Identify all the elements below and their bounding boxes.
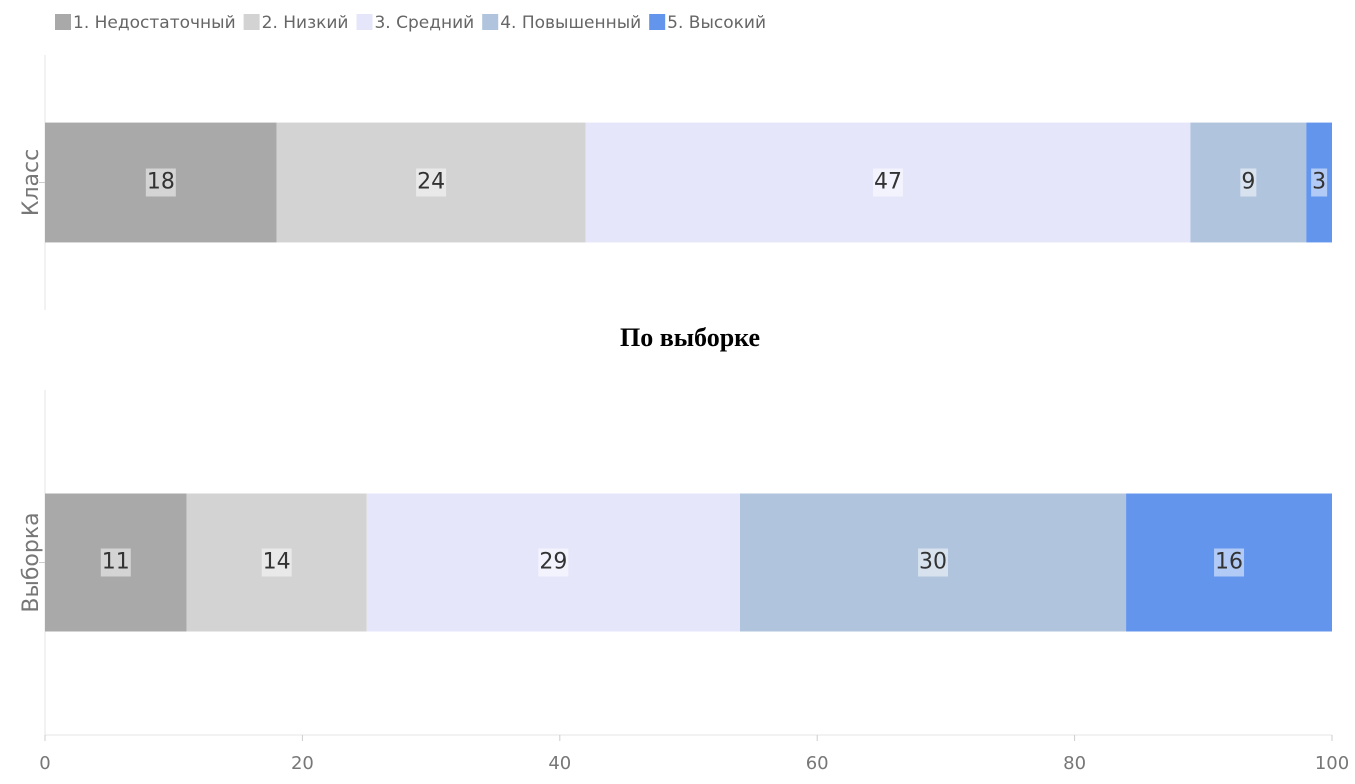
data-label: 47 [874, 170, 902, 195]
legend-swatch [55, 14, 71, 30]
legend-swatch [482, 14, 499, 30]
data-label-bg [416, 168, 447, 197]
x-tick-label: 0 [39, 753, 50, 774]
x-tick-label: 20 [291, 753, 314, 774]
legend-swatch [243, 14, 260, 30]
data-label: 18 [147, 170, 175, 195]
data-label-bg [918, 548, 949, 577]
x-tick-label: 60 [806, 753, 829, 774]
y-tick-label: Класс [19, 149, 44, 216]
data-label: 16 [1215, 550, 1243, 575]
data-label: 3 [1312, 170, 1326, 195]
data-label-bg [261, 548, 292, 577]
x-tick-label: 40 [548, 753, 571, 774]
plot-area: 18 24 47 9 3 [45, 122, 1332, 243]
y-tick-label: Выборка [19, 512, 44, 612]
legend-label: 3. Средний [374, 13, 474, 33]
data-label-bg [1240, 168, 1257, 197]
legend-swatch [356, 14, 373, 30]
chart-title: По выборке [620, 323, 760, 352]
x-tick-label: 80 [1063, 753, 1086, 774]
plot-area: 11 14 29 30 16 [45, 493, 1332, 632]
data-label-bg [872, 168, 903, 197]
x-tick-label: 100 [1315, 753, 1349, 774]
data-label-bg [145, 168, 176, 197]
data-label: 24 [417, 170, 445, 195]
data-label-bg [1311, 168, 1328, 197]
legend-label: 5. Высокий [667, 13, 766, 33]
data-label: 11 [102, 550, 130, 575]
legend-label: 2. Низкий [262, 13, 349, 33]
legend-swatch [649, 14, 666, 30]
legend-label: 4. Повышенный [500, 13, 641, 33]
data-label: 14 [263, 550, 291, 575]
data-label-bg [100, 548, 131, 577]
data-label-bg [1214, 548, 1245, 577]
data-label: 29 [539, 550, 567, 575]
data-label: 30 [919, 550, 947, 575]
data-label-bg [538, 548, 569, 577]
legend-label: 1. Недостаточный [73, 13, 236, 33]
data-label: 9 [1241, 170, 1255, 195]
